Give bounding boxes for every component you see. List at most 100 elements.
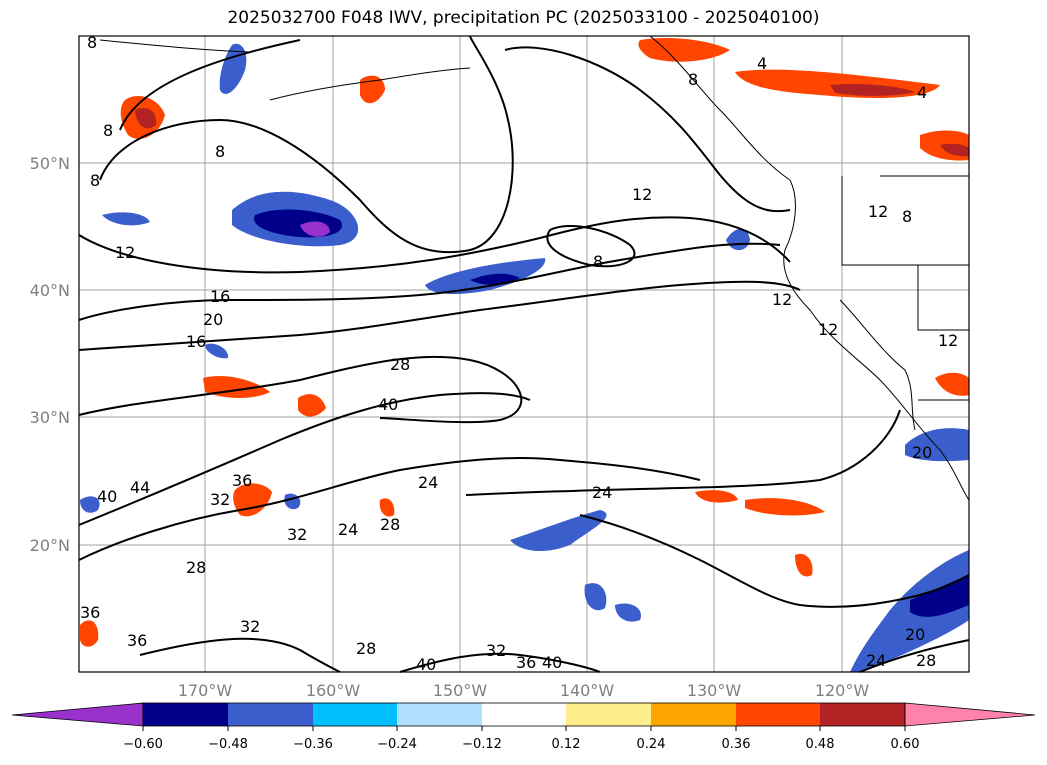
precip-blob (910, 575, 969, 617)
contour-line (99, 35, 514, 254)
contour-label: 8 (215, 142, 225, 161)
contour-label: 36 (127, 631, 147, 650)
precip-blob (795, 553, 813, 577)
precip-blob (830, 83, 915, 96)
contour-label: 24 (418, 473, 438, 492)
contour-line (119, 39, 301, 131)
contour-label: 12 (772, 290, 792, 309)
contour-labels: 8 8 8 8 8 4 4 8 12 12 12 12 16 16 20 20 … (80, 33, 958, 674)
contour-label: 44 (130, 478, 150, 497)
contour-line (78, 392, 531, 526)
precip-blob (638, 38, 730, 62)
precip-blob (135, 107, 157, 129)
precip-blob (905, 428, 969, 462)
colorbar-tick-label: −0.60 (123, 737, 163, 752)
colorbar-tick-label: 0.60 (891, 737, 920, 752)
colorbar-segment (651, 703, 736, 726)
colorbar-segment (482, 703, 566, 726)
contour-label: 16 (210, 287, 230, 306)
precip-blob (850, 550, 969, 672)
colorbar: −0.60 −0.48 −0.36 −0.24 −0.12 0.12 0.24 … (11, 702, 1036, 752)
coastlines (99, 35, 970, 501)
contour-label: 28 (916, 651, 936, 670)
precip-blob (510, 510, 607, 552)
precip-blob (300, 221, 330, 237)
contour-label: 8 (90, 171, 100, 190)
colorbar-segment (736, 703, 820, 726)
contour-label: 40 (378, 395, 398, 414)
precip-blob (935, 372, 969, 396)
precip-blob (615, 603, 641, 622)
colorbar-segment (397, 703, 482, 726)
contour-label: 40 (542, 653, 562, 672)
contour-label: 20 (912, 443, 932, 462)
contour-label: 8 (902, 207, 912, 226)
colorbar-extend-right (904, 702, 1036, 727)
contour-label: 32 (287, 525, 307, 544)
contour-label: 12 (938, 331, 958, 350)
precip-blob (233, 483, 272, 517)
contour-label: 36 (80, 603, 100, 622)
colorbar-segment (820, 703, 905, 726)
grid-lines (79, 36, 969, 672)
precip-blob (745, 498, 825, 516)
colorbar-tick-label: 0.36 (722, 737, 751, 752)
precip-blob (940, 143, 969, 157)
lat-label: 20°N (30, 536, 70, 555)
contour-line (546, 224, 636, 268)
colorbar-tick-label: −0.48 (208, 737, 248, 752)
contour-label: 24 (866, 651, 886, 670)
colorbar-segment (313, 703, 397, 726)
contour-line (399, 652, 601, 673)
contour-line (78, 355, 523, 424)
contour-label: 28 (390, 355, 410, 374)
precip-blob (379, 498, 395, 517)
lon-label: 120°W (815, 681, 870, 700)
colorbar-tick-label: −0.24 (377, 737, 417, 752)
contour-label: 32 (240, 617, 260, 636)
contour-label: 12 (818, 320, 838, 339)
contour-label: 8 (688, 70, 698, 89)
contour-label: 4 (917, 83, 927, 102)
colorbar-tick-label: −0.12 (462, 737, 502, 752)
lon-label: 140°W (560, 681, 615, 700)
contour-label: 32 (486, 641, 506, 660)
precip-anomaly-shading (80, 38, 969, 672)
longitude-labels: 170°W 160°W 150°W 140°W 130°W 120°W (178, 681, 870, 700)
contour-line (139, 637, 341, 673)
contour-label: 4 (757, 54, 767, 73)
precip-blob (584, 583, 607, 611)
lon-label: 160°W (306, 681, 361, 700)
contour-label: 20 (905, 625, 925, 644)
contour-label: 36 (232, 471, 252, 490)
contour-label: 12 (868, 202, 888, 221)
lat-label: 30°N (30, 408, 70, 427)
lon-label: 170°W (178, 681, 233, 700)
map-title: 2025032700 F048 IWV, precipitation PC (2… (227, 8, 820, 28)
contour-line (78, 457, 701, 561)
contour-line (78, 216, 791, 274)
contour-label: 12 (632, 185, 652, 204)
lat-label: 40°N (30, 281, 70, 300)
contour-line (859, 639, 970, 673)
colorbar-tick-label: 0.24 (637, 737, 666, 752)
contour-label: 8 (593, 252, 603, 271)
lat-label: 50°N (30, 154, 70, 173)
colorbar-segment (566, 703, 651, 726)
contour-line (78, 242, 781, 321)
colorbar-tick-label: 0.48 (806, 737, 835, 752)
contour-line (78, 280, 801, 351)
contour-label: 8 (87, 33, 97, 52)
map-border (78, 35, 970, 673)
contour-label: 28 (356, 639, 376, 658)
colorbar-segment (143, 703, 228, 726)
precip-blob (205, 343, 229, 359)
contour-label: 16 (186, 332, 206, 351)
contour-label: 40 (97, 487, 117, 506)
precip-blob (695, 490, 738, 503)
iwv-contours (78, 35, 970, 673)
contour-label: 8 (103, 121, 113, 140)
precip-blob (298, 394, 326, 417)
colorbar-tick-label: 0.12 (552, 737, 581, 752)
